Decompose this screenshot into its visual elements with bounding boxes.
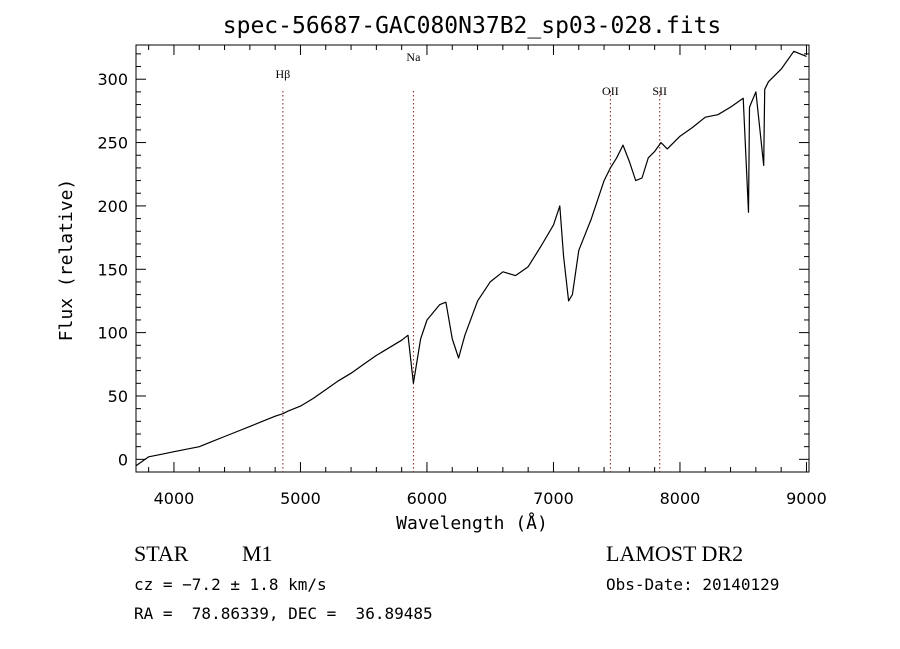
y-axis-label: Flux (relative): [56, 179, 77, 342]
y-tick-label-1: 50: [108, 387, 128, 406]
x-tick-label-1: 5000: [280, 489, 321, 508]
axis-ticks: 4000 5000 6000 7000 8000 9000 0 50 100 150 200 250 3…: [97, 45, 827, 508]
redshift-info: cz = −7.2 ± 1.8 km/s: [134, 575, 327, 594]
x-tick-label-5: 9000: [786, 489, 827, 508]
line-marker-label-3: SII: [652, 84, 667, 98]
x-tick-label-3: 7000: [533, 489, 574, 508]
line-marker-label-2: OII: [602, 84, 619, 98]
spectrum-layer: [135, 50, 807, 467]
y-tick-label-3: 150: [97, 260, 128, 279]
spectrum-line: [135, 50, 807, 467]
x-tick-label-4: 8000: [660, 489, 701, 508]
line-marker-label-0: Hβ: [275, 67, 290, 81]
object-subclass: M1: [242, 541, 273, 566]
y-tick-label-5: 250: [97, 134, 128, 153]
chart-title: spec-56687-GAC080N37B2_sp03-028.fits: [223, 13, 722, 39]
y-tick-label-6: 300: [97, 70, 128, 89]
spectral-line-markers: Hβ Na OII SII: [275, 50, 667, 472]
coordinates-info: RA = 78.86339, DEC = 36.89485: [134, 604, 433, 623]
y-tick-label-2: 100: [97, 324, 128, 343]
y-tick-label-4: 200: [97, 197, 128, 216]
object-class: STAR: [134, 541, 189, 566]
survey-name: LAMOST DR2: [606, 541, 743, 566]
obs-date: Obs-Date: 20140129: [606, 575, 779, 594]
x-axis-label: Wavelength (Å): [396, 512, 548, 534]
x-tick-label-2: 6000: [407, 489, 448, 508]
x-tick-label-0: 4000: [154, 489, 195, 508]
line-marker-label-1: Na: [406, 50, 421, 64]
plot-frame: [135, 44, 810, 473]
y-tick-label-0: 0: [118, 450, 128, 469]
